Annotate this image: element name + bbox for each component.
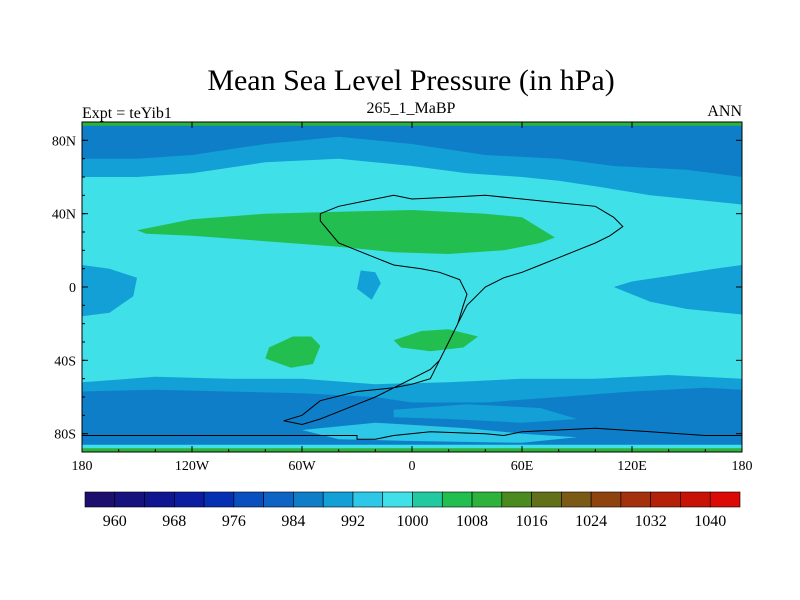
y-axis: 80N 40N 0 40S 80S [52, 121, 742, 453]
colorbar-swatch [680, 491, 711, 508]
x-tick-label: 60W [288, 459, 316, 474]
y-tick-label: 80S [54, 428, 76, 443]
colorbar-label: 1024 [575, 513, 607, 530]
colorbar-swatch [590, 491, 622, 508]
region-west-low-988 [82, 265, 137, 317]
colorbar-swatch [561, 491, 592, 508]
colorbar-label: 1016 [516, 513, 548, 530]
x-tick-label: 180 [732, 459, 753, 474]
colorbar-swatch [352, 491, 384, 508]
region-equatorial-low-988 [357, 270, 381, 300]
y-tick-label: 80N [52, 134, 76, 149]
colorbar: 960 968 976 984 992 1000 1008 1016 1024 1032 1040 [84, 491, 741, 530]
region-sh-ridge-992 [302, 422, 577, 443]
colorbar-swatch [203, 491, 235, 508]
coastline-land-outline-main [82, 427, 742, 440]
colorbar-swatch [441, 491, 473, 508]
x-tick-label: 60E [511, 459, 534, 474]
colorbar-swatch [174, 491, 205, 508]
colorbar-label: 1008 [456, 513, 488, 530]
region-subtropical-high-n [137, 210, 555, 254]
y-tick-label: 40N [52, 208, 76, 223]
region-sh-high-1004-b [393, 329, 478, 352]
coastline-continent-a [283, 194, 624, 426]
x-tick-label: 120W [175, 459, 210, 474]
colorbar-label: 1000 [397, 513, 429, 530]
colorbar-label: 1040 [694, 513, 726, 530]
colorbar-swatch [709, 491, 741, 508]
colorbar-label: 1032 [635, 513, 667, 530]
colorbar-label: 984 [281, 513, 305, 530]
colorbar-swatch [233, 491, 264, 508]
colorbar-swatch [471, 491, 503, 508]
x-tick-label: 180 [72, 459, 93, 474]
colorbar-label: 968 [162, 513, 186, 530]
y-tick-label: 40S [54, 354, 76, 369]
x-axis: 180 120W 60W 0 60E 120E 180 [72, 122, 753, 474]
colorbar-swatch [382, 491, 413, 508]
colorbar-swatch [263, 491, 294, 508]
colorbar-swatch [84, 491, 116, 508]
pressure-field [82, 122, 742, 452]
colorbar-label: 976 [222, 513, 246, 530]
experiment-label: Expt = teYib1 [82, 105, 172, 122]
colorbar-swatch [531, 491, 562, 508]
chart-title: Mean Sea Level Pressure (in hPa) [207, 64, 614, 97]
season-label: ANN [707, 103, 742, 120]
colorbar-swatch [144, 491, 175, 508]
colorbar-swatch [293, 491, 324, 508]
region-sh-high-1004-a [265, 336, 321, 368]
colorbar-swatch [114, 491, 145, 508]
colorbar-swatch [412, 491, 443, 508]
x-tick-label: 120E [617, 459, 647, 474]
colorbar-label: 960 [103, 513, 127, 530]
colorbar-swatch [650, 491, 681, 508]
colorbar-swatch [322, 491, 354, 508]
region-pacific-low-988 [613, 265, 742, 315]
region-sh-ridge-988 [393, 404, 577, 423]
colorbar-swatch [620, 491, 651, 508]
y-tick-label: 0 [69, 281, 76, 296]
coastline-layer [82, 194, 742, 440]
colorbar-swatch [501, 491, 532, 508]
colorbar-label: 992 [341, 513, 365, 530]
x-tick-label: 0 [409, 459, 416, 474]
period-label: 265_1_MaBP [367, 100, 456, 117]
region-north-band-984 [82, 122, 742, 177]
